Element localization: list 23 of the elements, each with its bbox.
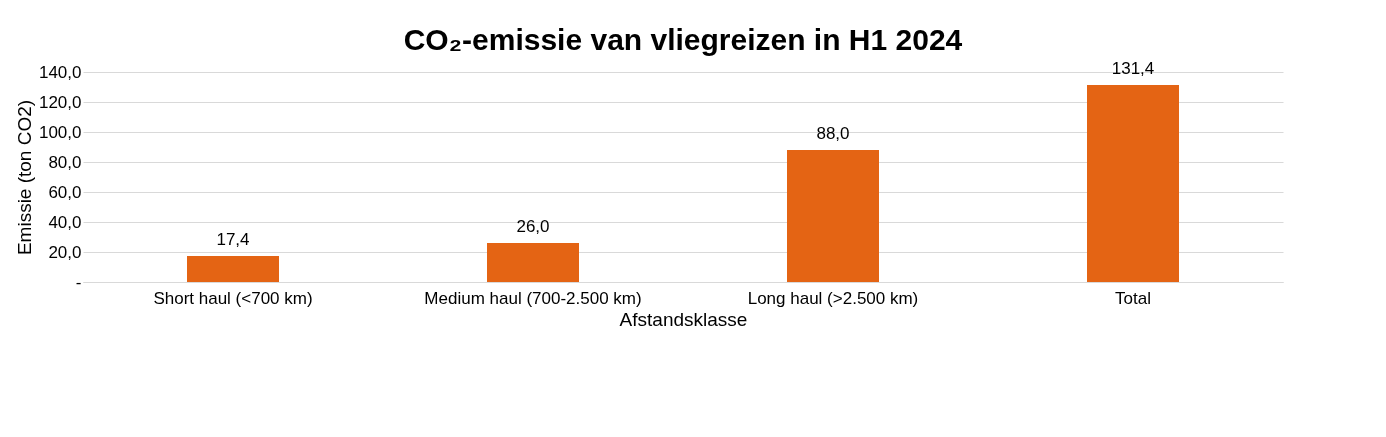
data-label: 88,0 (816, 124, 850, 143)
data-label: 26,0 (516, 217, 550, 236)
bar (487, 243, 579, 282)
y-tick-label: 60,0 (48, 182, 82, 202)
y-tick-label: 140,0 (38, 62, 82, 82)
y-tick-label: - (75, 272, 82, 292)
y-tick-label: 20,0 (48, 242, 82, 262)
x-tick-label: Short haul (<700 km) (153, 288, 313, 308)
y-axis-title: Emissie (ton CO2) (13, 99, 35, 256)
data-label: 131,4 (1111, 58, 1155, 78)
data-label: 17,4 (216, 229, 250, 249)
x-axis-title: Afstandsklasse (619, 308, 748, 330)
y-tick-label: 40,0 (48, 212, 82, 232)
y-tick-label: 100,0 (38, 122, 82, 142)
bar (787, 150, 879, 282)
bar (187, 255, 279, 282)
chart-title: CO₂-emissie van vliegreizen in H1 2024 (403, 22, 963, 56)
bar (1087, 84, 1179, 282)
x-tick-label: Total (1115, 288, 1151, 308)
x-tick-label: Medium haul (700-2.500 km) (424, 288, 642, 308)
x-tick-label: Long haul (>2.500 km) (747, 288, 919, 308)
y-tick-label: 80,0 (48, 152, 82, 172)
y-tick-label: 120,0 (38, 92, 82, 112)
